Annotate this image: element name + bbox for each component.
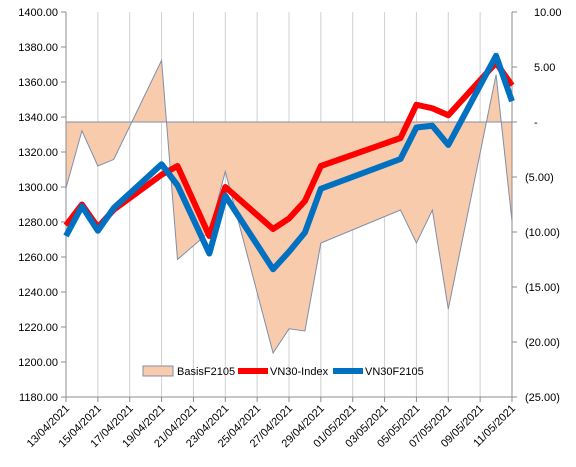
- right-tick-label: 5.00: [534, 62, 555, 74]
- left-tick-label: 1400.00: [18, 7, 58, 19]
- right-tick-label: -: [534, 117, 538, 129]
- left-tick-label: 1260.00: [18, 252, 58, 264]
- basis-area-edge: [65, 58, 513, 355]
- left-tick-label: 1180.00: [19, 392, 58, 404]
- left-tick-label: 1240.00: [18, 287, 58, 299]
- right-tick-label: (10.00): [525, 227, 560, 239]
- right-tick-label: (25.00): [525, 392, 560, 404]
- left-tick-label: 1340.00: [18, 112, 58, 124]
- basisf2105-legend-swatch: [142, 365, 174, 377]
- right-tick-label: (5.00): [525, 172, 554, 184]
- left-tick-label: 1200.00: [18, 357, 58, 369]
- left-tick-label: 1220.00: [18, 322, 58, 334]
- vn30f2105-legend-label: VN30F2105: [365, 366, 424, 378]
- left-tick-label: 1280.00: [18, 217, 58, 229]
- vn30f2105-line: [63, 52, 515, 273]
- series-lines: [63, 52, 515, 273]
- left-tick-label: 1300.00: [18, 182, 58, 194]
- left-tick-label: 1380.00: [18, 42, 58, 54]
- right-tick-label: (20.00): [525, 337, 560, 349]
- right-tick-label: (15.00): [525, 282, 560, 294]
- vn30-index-legend-label: VN30-Index: [270, 366, 329, 378]
- left-tick-label: 1360.00: [18, 77, 58, 89]
- axes: [61, 11, 517, 402]
- basisf2105-legend-label: BasisF2105: [177, 366, 235, 378]
- left-tick-label: 1320.00: [18, 147, 58, 159]
- legend: BasisF2105 VN30-Index VN30F2105: [142, 365, 424, 378]
- right-tick-label: 10.00: [534, 7, 562, 19]
